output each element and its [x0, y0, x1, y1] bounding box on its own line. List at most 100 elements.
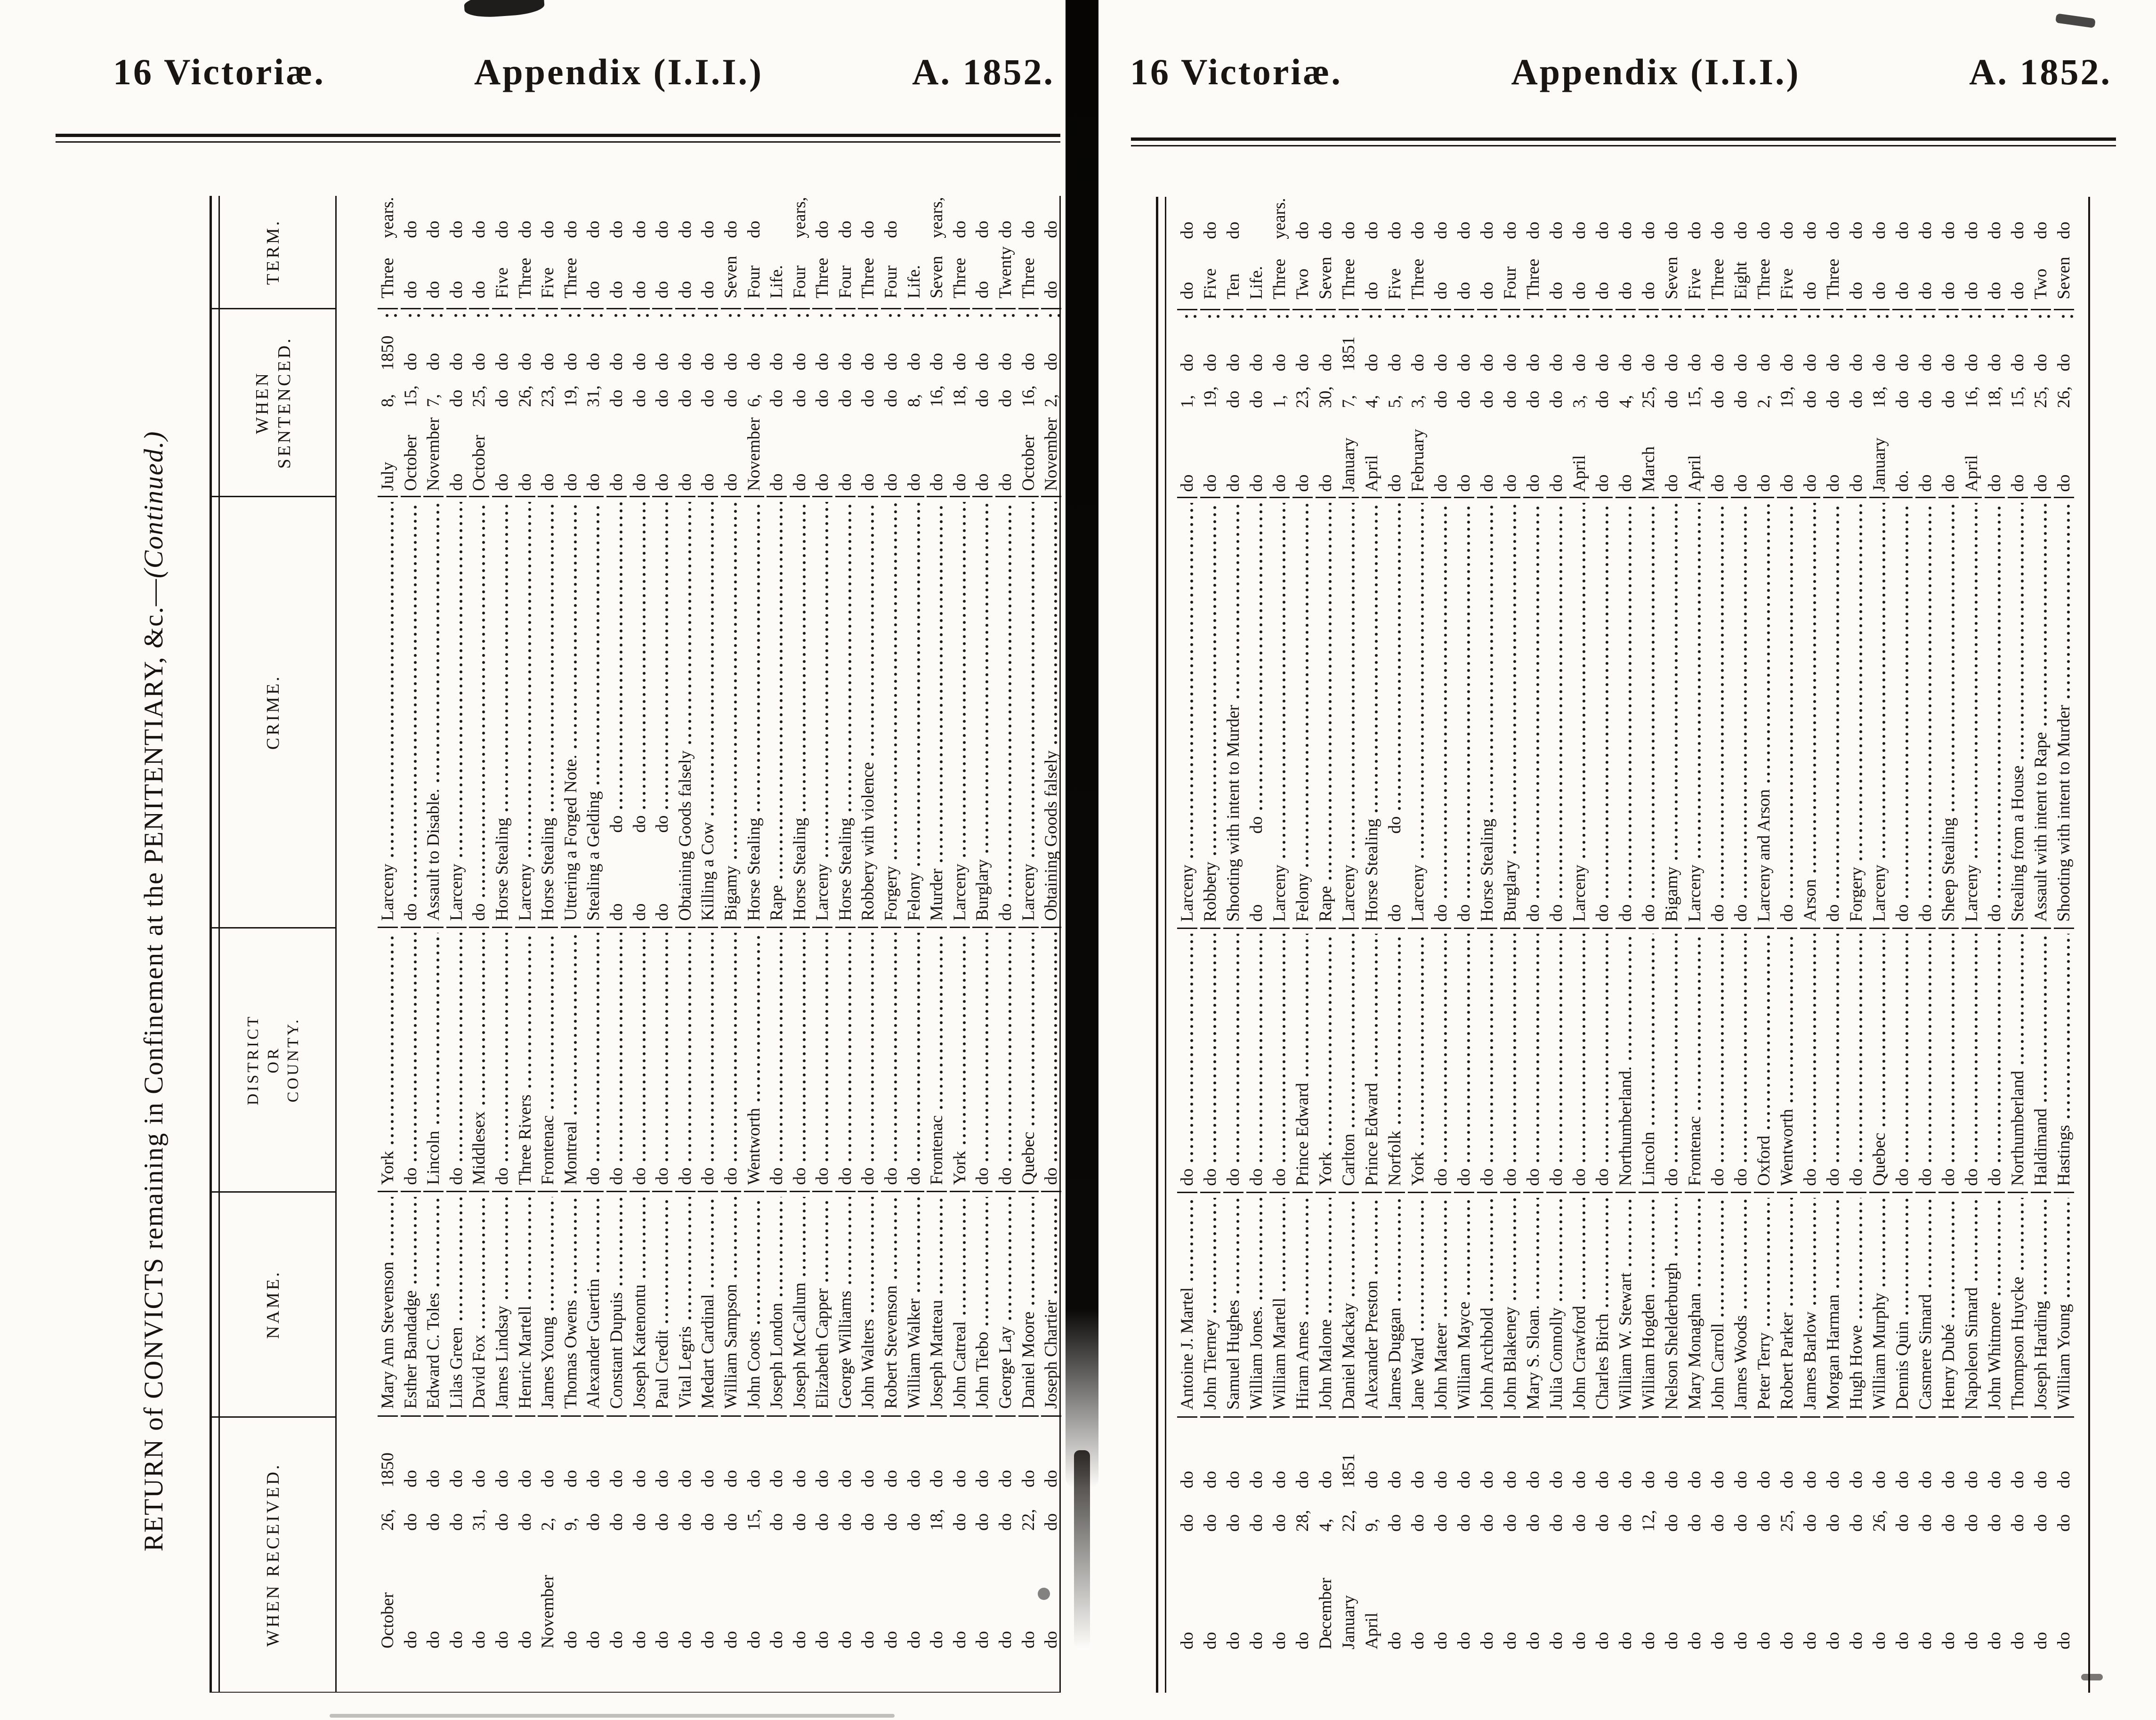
cell-when-received: do 9, do — [561, 1417, 581, 1692]
term-value: Three — [1339, 258, 1358, 299]
cell-term: do do — [1592, 197, 1613, 310]
sentenced-day: 7, — [424, 394, 444, 407]
term-value: Three — [561, 258, 581, 299]
received-day: do — [1616, 1514, 1635, 1532]
dot-leader — [1996, 1197, 2002, 1297]
cell-when-sentenced: do do do — [698, 309, 719, 497]
district-or-county: do — [1201, 1168, 1220, 1186]
dot-leader — [595, 932, 601, 1162]
dot-leader — [1235, 1197, 1241, 1294]
table-row: do 22, do Daniel Moore Quebec Larceny October 1… — [1018, 196, 1042, 1692]
term-value: do — [424, 281, 444, 299]
term-value: do — [606, 281, 626, 299]
sentenced-year: do — [606, 353, 626, 371]
convict-name: Edward C. Toles — [424, 1292, 444, 1409]
district-or-county: do — [835, 1167, 855, 1185]
sentenced-year: do — [1178, 354, 1197, 371]
sentenced-day: 3, — [1408, 395, 1428, 408]
crime: Shooting with intent to Murder — [1224, 705, 1243, 922]
sentenced-month: do — [1524, 474, 1543, 492]
term-value: Three — [950, 258, 969, 299]
cell-crime: Burglary — [1500, 498, 1520, 929]
district-or-county: Lincoln — [1639, 1131, 1658, 1186]
term-unit: do — [1339, 221, 1358, 239]
term-value: Seven — [1316, 257, 1335, 299]
cell-term: Three do — [1018, 196, 1039, 309]
dot-leader — [1789, 933, 1794, 1104]
crime: do — [606, 903, 626, 921]
crime: do — [1731, 904, 1751, 922]
sentenced-month: do — [790, 473, 809, 491]
term-value: Five — [1385, 268, 1405, 299]
cell-term: do do — [1615, 197, 1636, 310]
term-unit: do — [1754, 221, 1774, 239]
cell-term: Five do — [1685, 197, 1705, 310]
cell-name: William Mayce — [1454, 1193, 1474, 1418]
dot-leader — [1552, 315, 1567, 319]
cell-district: York — [1408, 929, 1428, 1193]
dot-leader — [1024, 314, 1039, 318]
cell-when-sentenced: do 23, do — [538, 309, 558, 497]
cell-when-received: April 9, do — [1362, 1418, 1382, 1693]
dot-leader — [1991, 315, 2005, 319]
sentenced-month: do — [1616, 474, 1635, 492]
dot-leader — [686, 932, 693, 1162]
table-row: do do do Julia Connolly do do do do do do do — [1546, 197, 1569, 1693]
convict-name: John Crawford — [1570, 1306, 1589, 1410]
district-or-county: do — [653, 1167, 672, 1185]
term-value: Eight — [1731, 261, 1751, 299]
cell-term: Five do — [492, 196, 512, 309]
received-year: do — [1224, 1471, 1243, 1488]
cell-term: do do — [1477, 197, 1497, 310]
cell-when-received: do do do — [1938, 1418, 1959, 1693]
term-value: do — [1870, 282, 1889, 299]
dot-leader — [612, 314, 627, 318]
received-day: do — [2054, 1514, 2074, 1532]
cell-when-received: do 28, do — [1292, 1418, 1313, 1693]
cell-when-sentenced: April 16, do — [1962, 310, 1982, 498]
dot-leader — [2019, 933, 2025, 1066]
cell-district: Quebec — [1869, 929, 1890, 1193]
dot-leader — [1881, 1197, 1887, 1287]
received-year: do — [996, 1470, 1016, 1487]
received-day: 9, — [561, 1518, 581, 1531]
cell-crime: Larceny — [812, 497, 833, 928]
dot-leader — [893, 501, 899, 861]
dot-leader — [1466, 502, 1471, 899]
term-value: Seven — [927, 256, 947, 299]
cell-term: Four years, — [789, 196, 810, 309]
column-header-name: NAME. — [212, 1193, 335, 1418]
cell-crime: Horse Stealing — [789, 497, 810, 928]
received-month: January — [1339, 1595, 1358, 1649]
sentenced-month: October — [401, 435, 420, 491]
term-unit: do — [1685, 221, 1704, 239]
dot-leader — [1852, 315, 1866, 319]
dot-leader — [778, 501, 784, 880]
crime: Larceny — [1962, 864, 1981, 922]
dot-leader — [1373, 1197, 1379, 1275]
received-month: do — [881, 1631, 901, 1648]
sentenced-month: April — [1685, 455, 1704, 492]
sentenced-day: do — [1893, 390, 1912, 408]
dot-leader — [1627, 1197, 1633, 1267]
cell-crime: Larceny — [1408, 498, 1428, 929]
sentenced-month: January — [1870, 437, 1889, 492]
cell-district: do — [972, 928, 993, 1192]
cell-when-received: do do do — [972, 1417, 993, 1692]
crime-ditto: do — [1385, 816, 1405, 834]
cell-crime: do — [1454, 498, 1474, 929]
district-or-county: do — [1847, 1168, 1866, 1186]
dot-leader — [893, 1196, 899, 1280]
table-row: do do do Peter Terry Oxford Larceny and Arson… — [1754, 197, 1777, 1693]
crime: Killing a Cow — [698, 822, 718, 921]
cell-when-sentenced: January 7, 1851 — [1339, 310, 1359, 498]
received-day: do — [1478, 1514, 1497, 1532]
sentenced-year: do — [790, 353, 809, 371]
cell-name: John Carroll — [1708, 1193, 1728, 1418]
term-unit: do — [401, 220, 420, 238]
cell-name: Antoine J. Martel — [1177, 1193, 1197, 1418]
cell-crime: Larceny — [515, 497, 535, 928]
cell-when-sentenced: do do do — [1662, 310, 1682, 498]
convict-name: John Coots — [744, 1331, 764, 1409]
scan-artifact — [1038, 1588, 1050, 1600]
